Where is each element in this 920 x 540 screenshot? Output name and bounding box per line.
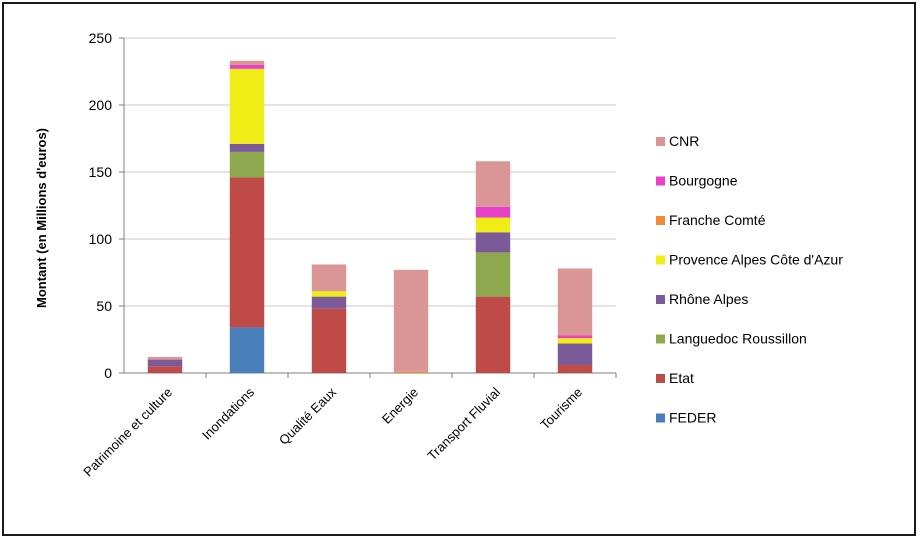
x-axis-ticks: Patrimoine et culture Inondations Qualité … [80,373,617,480]
stacked-bar-chart: 0 50 100 150 200 250 Patrimoine et culture Ino… [34,30,843,480]
legend-label: Provence Alpes Côte d'Azur [669,252,843,268]
bar-segment [229,327,265,373]
gridlines [123,37,616,374]
y-axis-ticks: 0 50 100 150 200 250 [89,30,124,381]
y-tick-label: 200 [89,97,113,113]
y-tick-label: 0 [104,365,112,381]
legend-swatch [656,334,665,344]
legend-label: Bourgogne [669,173,738,189]
bar-segment [557,343,593,365]
bar-segment [475,217,511,233]
bar-segment [147,359,183,367]
bar-segment [229,64,265,69]
bar-segment [475,206,511,218]
bar-segment [475,232,511,253]
legend-label: Franche Comté [669,212,766,228]
bar-segment [147,366,183,373]
x-tick-label: Tourisme [537,385,585,433]
x-tick-label: Energie [379,385,421,427]
bar-segment [475,161,511,207]
legend: CNR Bourgogne Franche Comté Provence Alpes … [656,133,843,426]
bar-segment [229,177,265,328]
bar-segment [229,151,265,178]
bar-segment [393,269,429,372]
legend-label: Rhône Alpes [669,291,748,307]
legend-label: Languedoc Roussillon [669,331,807,347]
bar-segment [229,68,265,144]
bar-segment [311,264,347,292]
x-tick-label: Qualité Eaux [276,384,340,448]
y-tick-label: 150 [89,164,113,180]
bar-segment [229,60,265,65]
bars [147,60,593,373]
legend-swatch [656,374,665,383]
y-tick-label: 50 [96,298,112,314]
bar-segment [311,308,347,373]
legend-swatch [656,255,665,265]
legend-swatch [656,413,665,423]
x-tick-label: Transport Fluvial [424,384,503,463]
bar-segment [475,296,511,373]
y-axis-label: Montant (en Millions d'euros) [34,128,49,308]
y-tick-label: 250 [89,30,113,46]
x-tick-label: Inondations [199,384,257,442]
bar-segment [557,268,593,336]
legend-swatch [656,295,665,304]
bar-segment [393,371,429,373]
x-tick-label: Patrimoine et culture [80,385,175,480]
legend-label: FEDER [669,410,716,426]
bar-segment [229,143,265,152]
bar-segment [147,356,183,360]
bar-segment [557,364,593,373]
bar-segment [475,252,511,297]
legend-swatch [656,216,665,225]
y-tick-label: 100 [89,231,113,247]
bar-segment [557,335,593,339]
bar-segment [311,296,347,309]
bar-segment [557,338,593,344]
legend-swatch [656,176,665,186]
legend-label: Etat [669,370,694,386]
legend-label: CNR [669,133,699,149]
legend-swatch [656,137,665,146]
bar-segment [311,291,347,297]
